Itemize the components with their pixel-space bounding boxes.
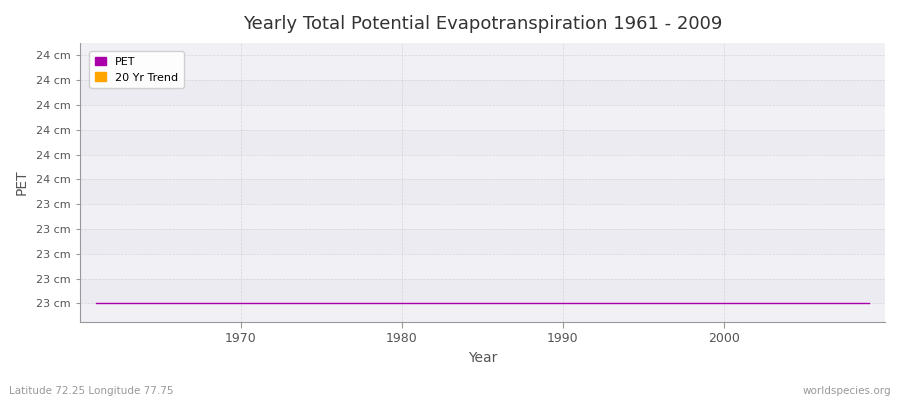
Y-axis label: PET: PET (15, 170, 29, 195)
Text: Latitude 72.25 Longitude 77.75: Latitude 72.25 Longitude 77.75 (9, 386, 174, 396)
Title: Yearly Total Potential Evapotranspiration 1961 - 2009: Yearly Total Potential Evapotranspiratio… (243, 15, 722, 33)
Bar (80, 229, 885, 254)
Bar (80, 279, 885, 304)
X-axis label: Year: Year (468, 351, 497, 365)
Bar (80, 179, 885, 204)
Bar (80, 130, 885, 154)
Legend: PET, 20 Yr Trend: PET, 20 Yr Trend (89, 51, 184, 88)
Bar (80, 80, 885, 105)
Text: worldspecies.org: worldspecies.org (803, 386, 891, 396)
